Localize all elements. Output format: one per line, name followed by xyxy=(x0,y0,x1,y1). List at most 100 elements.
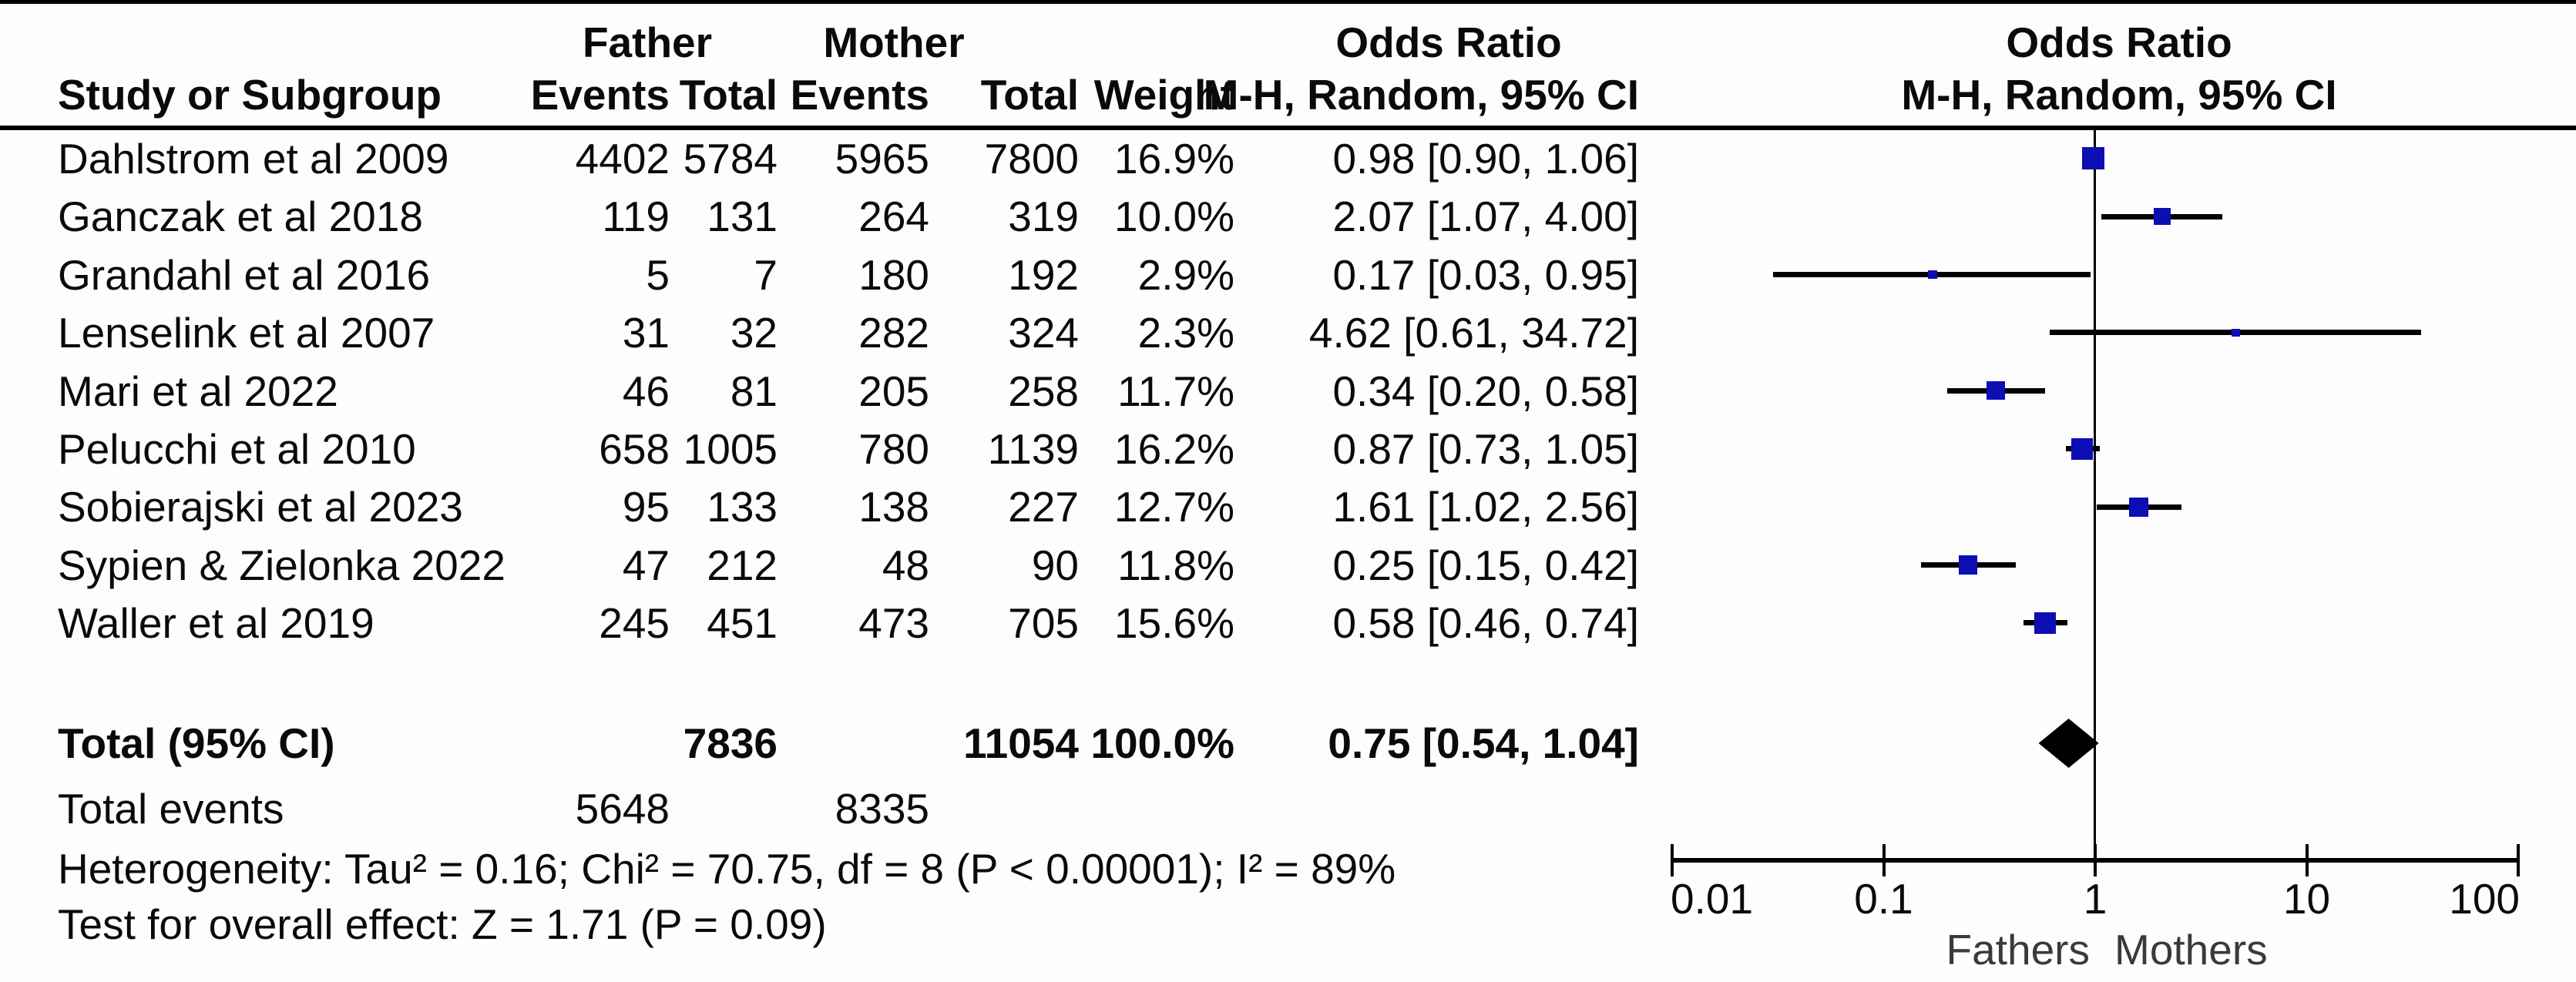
table-row: Waller et al 2019 245 451 473 705 15.6% 0.58 [… xyxy=(0,594,2576,652)
header-group-mother: Mother xyxy=(823,18,965,66)
axis-tick xyxy=(1671,844,1674,876)
cell-mother-events: 180 xyxy=(858,250,929,299)
total-mother-n: 11054 xyxy=(963,719,1079,767)
study-marker xyxy=(2082,147,2104,170)
cell-father-events: 47 xyxy=(622,541,670,589)
cell-study: Lenselink et al 2007 xyxy=(58,309,435,357)
total-or-ci: 0.75 [0.54, 1.04] xyxy=(1328,719,1639,767)
cell-or-ci: 1.61 [1.02, 2.56] xyxy=(1332,483,1639,531)
cell-weight: 11.7% xyxy=(1117,367,1234,415)
total-label: Total (95% CI) xyxy=(58,719,335,767)
cell-weight: 2.3% xyxy=(1137,309,1234,357)
cell-weight: 16.2% xyxy=(1114,425,1234,473)
cell-father-events: 245 xyxy=(599,599,670,648)
study-marker xyxy=(2129,497,2149,517)
study-marker xyxy=(1958,555,1977,575)
cell-father-total: 81 xyxy=(730,367,778,415)
cell-study: Grandahl et al 2016 xyxy=(58,250,431,299)
header-mh-plot: M-H, Random, 95% CI xyxy=(1901,71,2337,119)
cell-study: Sypien & Zielonka 2022 xyxy=(58,541,505,589)
header-mother-total: Total xyxy=(980,71,1079,119)
cell-weight: 16.9% xyxy=(1114,135,1234,183)
header-odds-ratio-stat: Odds Ratio xyxy=(1335,18,1562,66)
cell-mother-total: 705 xyxy=(1008,599,1079,648)
header-study: Study or Subgroup xyxy=(58,71,442,119)
cell-mother-total: 7800 xyxy=(984,135,1079,183)
table-row: Pelucchi et al 2010 658 1005 780 1139 16.2% 0.… xyxy=(0,420,2576,478)
cell-father-total: 131 xyxy=(707,193,778,241)
cell-weight: 11.8% xyxy=(1117,541,1234,589)
table-row: Mari et al 2022 46 81 205 258 11.7% 0.34 [0.20… xyxy=(0,362,2576,420)
top-border xyxy=(0,0,2576,4)
study-marker xyxy=(2232,328,2240,337)
cell-or-ci: 0.87 [0.73, 1.05] xyxy=(1332,425,1639,473)
cell-study: Mari et al 2022 xyxy=(58,367,338,415)
header-weight: Weight xyxy=(1093,71,1234,119)
study-marker xyxy=(1927,270,1937,280)
axis-tick xyxy=(2517,844,2520,876)
cell-or-ci: 4.62 [0.61, 34.72] xyxy=(1308,309,1639,357)
cell-study: Sobierajski et al 2023 xyxy=(58,483,463,531)
cell-father-total: 32 xyxy=(730,309,778,357)
total-weight: 100.0% xyxy=(1090,719,1234,767)
cell-mother-total: 90 xyxy=(1031,541,1079,589)
heterogeneity-note: Heterogeneity: Tau² = 0.16; Chi² = 70.75… xyxy=(58,845,1396,893)
cell-father-events: 119 xyxy=(602,193,670,241)
header-rule xyxy=(0,126,2576,130)
cell-study: Pelucchi et al 2010 xyxy=(58,425,416,473)
total-events-mother: 8335 xyxy=(835,785,929,833)
axis-tick xyxy=(2305,844,2309,876)
table-row: Lenselink et al 2007 31 32 282 324 2.3% 4.62 [… xyxy=(0,303,2576,361)
cell-or-ci: 2.07 [1.07, 4.00] xyxy=(1332,193,1639,241)
header-father-events: Events xyxy=(530,71,670,119)
header-mh-stat: M-H, Random, 95% CI xyxy=(1203,71,1639,119)
axis-tick-label: 0.01 xyxy=(1671,875,1754,923)
axis-tick xyxy=(1882,844,1886,876)
cell-mother-total: 192 xyxy=(1008,250,1079,299)
cell-father-events: 46 xyxy=(622,367,670,415)
total-events-label: Total events xyxy=(58,785,284,833)
axis-tick-label: 1 xyxy=(2083,875,2107,923)
cell-father-total: 212 xyxy=(707,541,778,589)
cell-father-events: 5 xyxy=(646,250,670,299)
cell-father-events: 31 xyxy=(622,309,670,357)
overall-effect-note: Test for overall effect: Z = 1.71 (P = 0… xyxy=(58,900,827,948)
cell-study: Ganczak et al 2018 xyxy=(58,193,423,241)
axis-label-mothers: Mothers xyxy=(2114,926,2268,974)
cell-mother-total: 258 xyxy=(1008,367,1079,415)
cell-mother-events: 5965 xyxy=(835,135,929,183)
cell-father-total: 7 xyxy=(754,250,778,299)
cell-mother-total: 324 xyxy=(1008,309,1079,357)
line-of-no-effect xyxy=(2094,130,2096,860)
cell-weight: 2.9% xyxy=(1137,250,1234,299)
axis-tick-label: 100 xyxy=(2449,875,2520,923)
axis-label-fathers: Fathers xyxy=(1946,926,2090,974)
header-father-total: Total xyxy=(679,71,778,119)
cell-or-ci: 0.34 [0.20, 0.58] xyxy=(1332,367,1639,415)
header-odds-ratio-plot: Odds Ratio xyxy=(2006,18,2232,66)
axis-tick xyxy=(2094,844,2097,876)
table-row: Dahlstrom et al 2009 4402 5784 5965 7800 16.9… xyxy=(0,129,2576,187)
cell-or-ci: 0.25 [0.15, 0.42] xyxy=(1332,541,1639,589)
cell-or-ci: 0.98 [0.90, 1.06] xyxy=(1332,135,1639,183)
cell-weight: 15.6% xyxy=(1114,599,1234,648)
header-group-father: Father xyxy=(582,18,713,66)
total-events-father: 5648 xyxy=(575,785,670,833)
study-marker xyxy=(2153,208,2171,226)
cell-father-total: 5784 xyxy=(683,135,778,183)
cell-mother-events: 138 xyxy=(858,483,929,531)
cell-father-total: 451 xyxy=(707,599,778,648)
table-row: Sobierajski et al 2023 95 133 138 227 12.7% 1.… xyxy=(0,478,2576,535)
cell-weight: 12.7% xyxy=(1114,483,1234,531)
cell-father-events: 658 xyxy=(599,425,670,473)
cell-or-ci: 0.58 [0.46, 0.74] xyxy=(1332,599,1639,648)
cell-mother-events: 264 xyxy=(858,193,929,241)
cell-mother-events: 473 xyxy=(858,599,929,648)
study-marker xyxy=(2034,612,2056,634)
cell-mother-events: 205 xyxy=(858,367,929,415)
cell-mother-events: 780 xyxy=(858,425,929,473)
pooled-diamond xyxy=(2038,719,2099,768)
study-marker xyxy=(1987,381,2006,401)
